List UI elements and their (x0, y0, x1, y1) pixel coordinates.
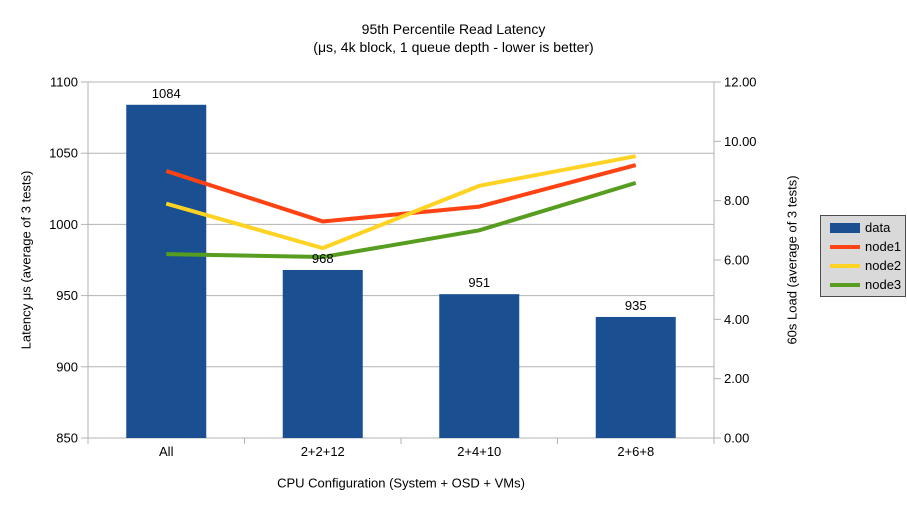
right-axis-tick-label: 0.00 (724, 431, 749, 446)
right-axis-tick-label: 12.00 (724, 75, 757, 90)
x-axis-category-label: 2+6+8 (617, 444, 654, 459)
left-axis-tick-label: 1100 (50, 75, 78, 90)
legend-item-node1: node1 (830, 240, 905, 253)
right-axis-tick-label: 10.00 (724, 134, 757, 149)
bar-data-label: 951 (468, 275, 490, 290)
chart-legend: data node1 node2 node3 (820, 215, 906, 297)
legend-item-node3: node3 (830, 278, 905, 291)
chart-title: 95th Percentile Read Latency (361, 21, 546, 37)
data-swatch-bar-icon (830, 222, 860, 233)
line-series-node1 (165, 163, 637, 224)
right-axis-tick-label: 6.00 (724, 253, 749, 268)
x-axis-category-label: 2+4+10 (457, 444, 501, 459)
node3-swatch-line-icon (830, 282, 860, 287)
line-series-node2 (165, 154, 637, 251)
right-axis-tick-label: 8.00 (724, 193, 749, 208)
left-axis-tick-label: 850 (56, 431, 78, 446)
legend-label: data (865, 220, 891, 235)
right-axis-title: 60s Load (average of 3 tests) (784, 175, 800, 345)
legend-label: node1 (865, 239, 902, 254)
legend-label: node2 (865, 258, 902, 273)
chart-subtitle: (μs, 4k block, 1 queue depth - lower is … (313, 39, 594, 55)
line-series-node3 (166, 180, 637, 260)
x-axis-category-label: 2+2+12 (301, 444, 345, 459)
bar-data-label: 1084 (152, 86, 181, 101)
left-axis-tick-label: 1000 (49, 217, 78, 232)
bar-data-label: 935 (625, 298, 647, 313)
bar-data-2+4+10 (439, 294, 520, 438)
legend-label: node3 (865, 277, 902, 292)
left-axis-title: Latency μs (average of 3 tests) (18, 170, 34, 350)
node1-swatch-line-icon (830, 244, 860, 249)
bar-data-2+2+12 (282, 269, 363, 438)
right-axis-tick-label: 4.00 (724, 312, 749, 327)
left-axis-tick-label: 950 (56, 288, 78, 303)
left-axis-tick-label: 1050 (49, 146, 78, 161)
x-axis-category-label: All (159, 444, 174, 459)
bar-data-label: 968 (312, 251, 334, 266)
left-axis-tick-label: 900 (56, 359, 78, 374)
node2-swatch-line-icon (830, 263, 860, 268)
legend-item-node2: node2 (830, 259, 905, 272)
bar-data-2+6+8 (595, 316, 676, 438)
bar-data-All (126, 104, 207, 438)
legend-item-data: data (830, 221, 905, 234)
x-axis-title: CPU Configuration (System + OSD + VMs) (277, 475, 525, 491)
right-axis-tick-label: 2.00 (724, 371, 749, 386)
